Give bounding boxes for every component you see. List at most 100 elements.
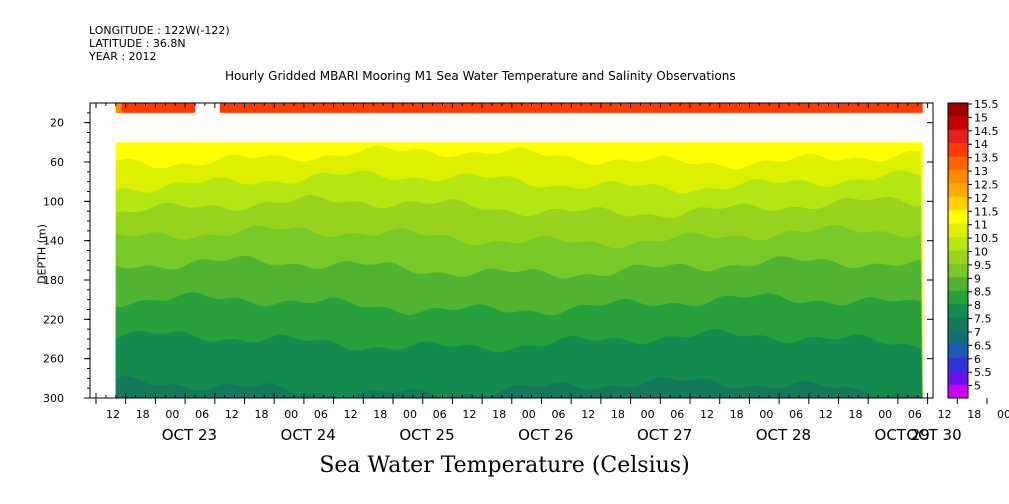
x-hour-label: 06 <box>552 408 566 421</box>
x-hour-label: 18 <box>611 408 625 421</box>
colorbar-label: 5 <box>974 380 981 393</box>
colorbar-swatch <box>948 344 968 359</box>
y-tick-label: 60 <box>50 156 64 169</box>
colorbar-swatch <box>948 183 968 198</box>
colorbar-swatch <box>948 277 968 292</box>
colorbar-label: 14.5 <box>974 125 999 138</box>
y-tick-label: 300 <box>43 392 64 405</box>
colorbar-label: 10.5 <box>974 232 999 245</box>
x-day-label: OCT 26 <box>518 426 573 444</box>
colorbar-swatch <box>948 129 968 144</box>
x-hour-label: 18 <box>967 408 981 421</box>
colorbar-swatch <box>948 250 968 265</box>
colorbar-label: 9 <box>974 272 981 285</box>
colorbar-swatch <box>948 304 968 319</box>
y-tick-label: 100 <box>43 195 64 208</box>
x-day-label: OCT 29 <box>875 426 930 444</box>
x-axis-label: Sea Water Temperature (Celsius) <box>319 453 690 478</box>
x-hour-label: 06 <box>314 408 328 421</box>
colorbar-label: 12.5 <box>974 178 999 191</box>
x-day-label: OCT 27 <box>637 426 692 444</box>
colorbar-label: 7 <box>974 326 981 339</box>
colorbar-label: 11.5 <box>974 205 999 218</box>
x-hour-label: 12 <box>462 408 476 421</box>
longitude-label: LONGITUDE : 122W(-122) <box>89 24 230 37</box>
colorbar-swatch <box>948 196 968 211</box>
colorbar-swatch <box>948 317 968 332</box>
x-hour-label: 00 <box>641 408 655 421</box>
colorbar-label: 8.5 <box>974 286 992 299</box>
latitude-label: LATITUDE : 36.8N <box>89 37 186 50</box>
x-hour-label: 12 <box>344 408 358 421</box>
colorbar-label: 5.5 <box>974 366 992 379</box>
colorbar-label: 8 <box>974 299 981 312</box>
colorbar-label: 6.5 <box>974 339 992 352</box>
x-axis: 12 18 00 06 12 18 00 06 12 18 00 06 12 18 00 06 12 18 00 06… <box>95 103 1009 444</box>
y-tick-label: 260 <box>43 353 64 366</box>
y-tick-label: 140 <box>43 235 64 248</box>
x-hour-label: 12 <box>106 408 120 421</box>
colorbar-swatch <box>948 357 968 372</box>
colorbar-label: 13.5 <box>974 152 999 165</box>
y-tick-label: 220 <box>43 313 64 326</box>
surface-layer-edge <box>115 103 122 113</box>
colorbar-swatch <box>948 116 968 131</box>
x-hour-label: 00 <box>878 408 892 421</box>
x-hour-label: 12 <box>938 408 952 421</box>
x-hour-label: 18 <box>136 408 150 421</box>
colorbar-label: 13 <box>974 165 988 178</box>
colorbar-label: 6 <box>974 353 981 366</box>
x-hour-label: 18 <box>255 408 269 421</box>
colorbar-swatch <box>948 384 968 399</box>
x-hour-label: 06 <box>789 408 803 421</box>
x-hour-label: 12 <box>225 408 239 421</box>
colorbar-label: 10 <box>974 246 988 259</box>
colorbar-swatch <box>948 143 968 158</box>
colorbar-label: 7.5 <box>974 313 992 326</box>
colorbar-swatch <box>948 237 968 251</box>
temperature-band <box>115 376 922 398</box>
x-hour-label: 00 <box>284 408 298 421</box>
colorbar-swatch <box>948 210 968 225</box>
year-label: YEAR : 2012 <box>89 50 157 63</box>
x-day-label: OCT 28 <box>756 426 811 444</box>
colorbar-label: 15.5 <box>974 98 999 111</box>
colorbar-label: 12 <box>974 192 988 205</box>
x-hour-label: 00 <box>403 408 417 421</box>
colorbar-label: 14 <box>974 138 988 151</box>
x-hour-label: 00 <box>165 408 179 421</box>
x-hour-label: 18 <box>730 408 744 421</box>
y-tick-label: 20 <box>50 117 64 130</box>
x-hour-label: 12 <box>700 408 714 421</box>
colorbar-swatch <box>948 103 968 117</box>
colorbar-label: 15 <box>974 111 988 124</box>
colorbar-label: 11 <box>974 219 988 232</box>
colorbar-swatch <box>948 223 968 238</box>
x-hour-label: 00 <box>759 408 773 421</box>
x-hour-label: 12 <box>581 408 595 421</box>
x-day-label: OCT 30 <box>906 426 961 444</box>
chart-title: Hourly Gridded MBARI Mooring M1 Sea Wate… <box>225 69 736 83</box>
x-hour-label: 18 <box>849 408 863 421</box>
x-hour-label: 06 <box>195 408 209 421</box>
x-hour-label: 06 <box>433 408 447 421</box>
colorbar-frame <box>947 102 969 399</box>
colorbar-swatch <box>948 290 968 305</box>
x-hour-label: 18 <box>373 408 387 421</box>
x-hour-label: 06 <box>670 408 684 421</box>
x-hour-label: 00 <box>522 408 536 421</box>
x-hour-label: 06 <box>908 408 922 421</box>
colorbar-swatch <box>948 371 968 386</box>
colorbar-swatch <box>948 330 968 345</box>
x-hour-label: 00 <box>997 408 1009 421</box>
x-hour-label: 12 <box>819 408 833 421</box>
x-day-label: OCT 25 <box>399 426 454 444</box>
y-axis: 20 60 100 140 180 220 260 300 <box>43 112 933 405</box>
colorbar-swatch <box>948 170 968 184</box>
y-tick-label: 180 <box>43 274 64 287</box>
x-day-label: OCT 23 <box>162 426 217 444</box>
colorbar-swatch <box>948 156 968 171</box>
plot-area <box>115 103 923 398</box>
x-hour-label: 18 <box>492 408 506 421</box>
